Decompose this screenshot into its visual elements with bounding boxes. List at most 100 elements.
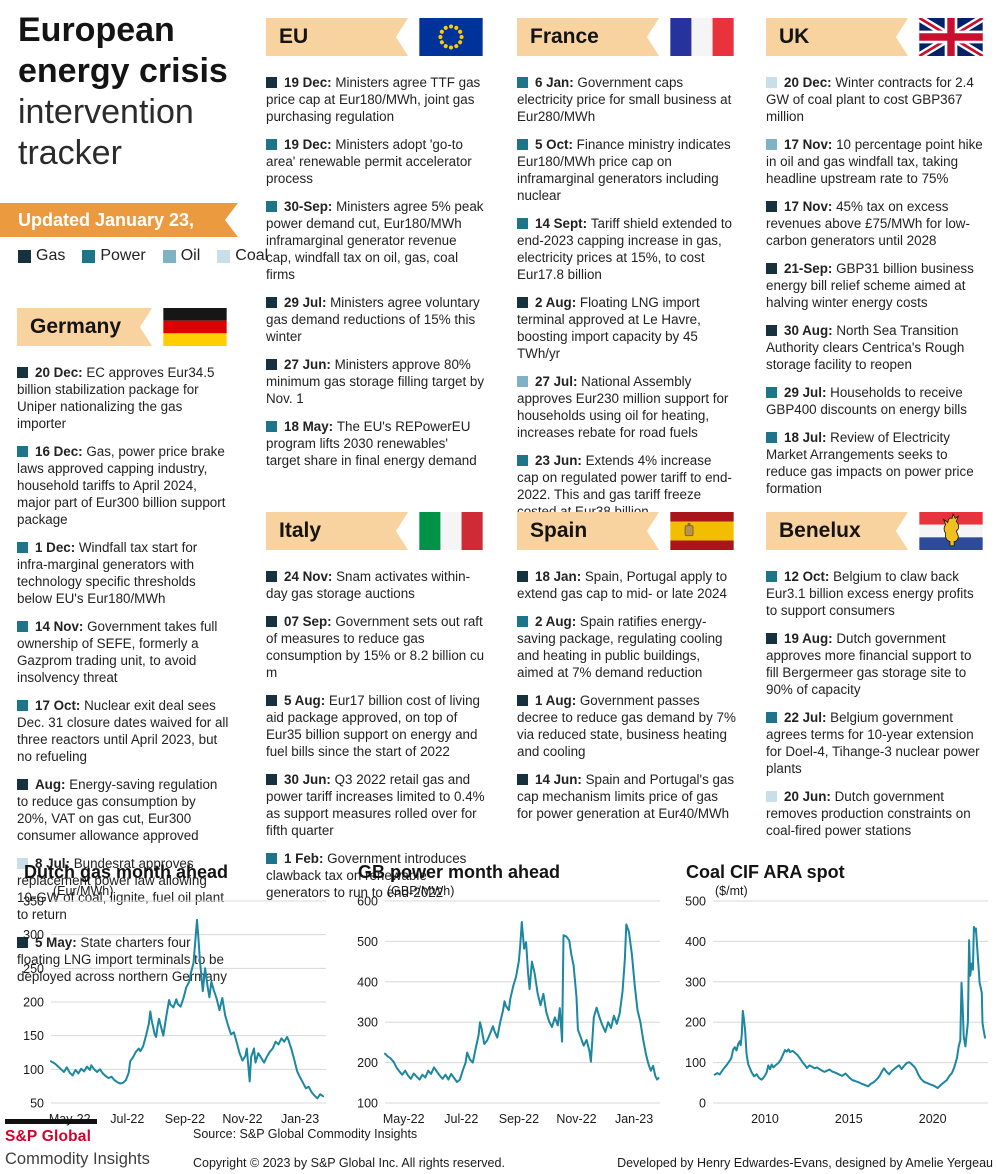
svg-text:(GBP/MWh): (GBP/MWh) [387,885,454,898]
coal-bullet-icon [766,791,777,802]
timeline-item: 6 Jan: Government caps electricity price… [517,75,732,124]
country-name: France [530,25,599,48]
updated-banner: Updated January 23, 2023 [0,203,238,237]
italy-flag-icon [419,512,483,550]
power-bullet-icon [517,455,528,466]
gas-swatch-icon [18,249,31,263]
timeline-item: 18 Jul: Review of Electricity Market Arr… [766,430,974,496]
svg-text:400: 400 [357,975,378,989]
timeline-item: 27 Jun: Ministers approve 80% minimum ga… [266,357,485,406]
uk-flag-icon [917,18,985,56]
coal-ara-chart-plot: 0 100 200 300 400 500 2010 2015 2020 ($/mt) [685,885,988,1126]
gas-bullet-icon [766,325,777,336]
chart-dutch-gas: Dutch gas month ahead 50 100 150 200 250 300 3… [14,862,332,1129]
svg-text:300: 300 [357,1016,378,1030]
sp-global-logo: S&P Global Commodity Insights [5,1119,150,1169]
country-banner: Germany [17,308,152,346]
section-spain: Spain 18 Jan: Spain, Portugal apply to e… [517,512,736,833]
section-italy: Italy 24 Nov: Snam activates within-day … [266,512,485,912]
timeline-item: 14 Sept: Tariff shield extended to end-2… [517,216,733,282]
svg-text:($/mt): ($/mt) [715,885,748,898]
svg-text:50: 50 [30,1097,44,1111]
germany-flag-icon [163,308,227,346]
timeline-spain: 18 Jan: Spain, Portugal apply to extend … [517,568,736,822]
legend-item-power: Power [82,247,146,265]
timeline-item: 27 Jul: National Assembly approves Eur23… [517,374,729,440]
legend-item-oil: Oil [162,247,200,265]
timeline-item: 19 Aug: Dutch government approves more f… [766,631,972,697]
timeline-item: 1 Dec: Windfall tax start for infra-marg… [17,540,198,606]
section-benelux: Benelux 12 Oct: Belgium to claw back Eur… [766,512,985,850]
gas-bullet-icon [517,297,528,308]
oil-bullet-icon [517,376,528,387]
timeline-item: 21-Sep: GBP31 billion business energy bi… [766,261,974,310]
timeline-item: 23 Jun: Extends 4% increase cap on regul… [517,453,732,519]
country-banner: UK [766,18,908,56]
spain-flag-icon [670,512,734,550]
timeline-item: 20 Dec: Winter contracts for 2.4 GW of c… [766,75,974,124]
country-banner: Italy [266,512,408,550]
timeline-item: 2 Aug: Spain ratifies energy-saving pack… [517,614,723,680]
gas-bullet-icon [17,779,28,790]
timeline-france: 6 Jan: Government caps electricity price… [517,74,736,520]
section-france: France 6 Jan: Government caps electricit… [517,18,736,531]
gas-bullet-icon [266,774,277,785]
svg-text:600: 600 [357,895,378,909]
country-name: Benelux [779,519,861,542]
chart-title: Coal CIF ARA spot [686,862,845,882]
svg-text:Jul-22: Jul-22 [444,1112,478,1126]
dutch-gas-chart-plot: 50100150200250300350May-22Jul-22Sep-22No… [23,885,326,1126]
gas-bullet-icon [517,774,528,785]
svg-text:200: 200 [357,1056,378,1070]
svg-text:100: 100 [357,1097,378,1111]
power-bullet-icon [266,421,277,432]
power-bullet-icon [17,700,28,711]
gas-bullet-icon [266,571,277,582]
timeline-item: 20 Dec: EC approves Eur34.5 billion stab… [17,365,215,431]
timeline-item: 20 Jun: Dutch government removes product… [766,789,971,838]
svg-text:Sep-22: Sep-22 [165,1112,205,1126]
logo-brand: S&P Global [5,1128,92,1145]
gas-bullet-icon [266,359,277,370]
logo-bar [5,1119,97,1124]
gas-bullet-icon [17,367,28,378]
legend-item-coal: Coal [217,247,268,265]
timeline-item: 17 Oct: Nuclear exit deal sees Dec. 31 c… [17,698,229,764]
timeline-item: 18 May: The EU's REPowerEU program lifts… [266,419,477,468]
svg-text:2020: 2020 [919,1112,947,1126]
svg-text:300: 300 [23,928,44,942]
timeline-item: 29 Jul: Ministers agree voluntary gas de… [266,295,480,344]
france-flag-icon [670,18,734,56]
timeline-item: 14 Jun: Spain and Portugal's gas cap mec… [517,772,735,821]
timeline-item: 16 Dec: Gas, power price brake laws appr… [17,444,226,527]
svg-text:400: 400 [685,935,706,949]
gas-bullet-icon [266,77,277,88]
svg-text:250: 250 [23,962,44,976]
svg-text:300: 300 [685,975,706,989]
svg-text:500: 500 [685,895,706,909]
power-bullet-icon [266,853,277,864]
timeline-benelux: 12 Oct: Belgium to claw back Eur3.1 bill… [766,568,985,839]
power-bullet-icon [766,432,777,443]
country-name: Italy [279,519,322,542]
power-bullet-icon [517,77,528,88]
timeline-item: 19 Dec: Ministers adopt 'go-to area' ren… [266,137,472,186]
power-bullet-icon [517,139,528,150]
svg-text:Jan-23: Jan-23 [281,1112,319,1126]
power-bullet-icon [266,201,277,212]
svg-text:350: 350 [23,895,44,909]
svg-text:May-22: May-22 [383,1112,425,1126]
gas-bullet-icon [266,616,277,627]
gas-bullet-icon [766,201,777,212]
timeline-item: 22 Jul: Belgium government agrees terms … [766,710,980,776]
gas-bullet-icon [766,633,777,644]
country-banner: Spain [517,512,659,550]
power-bullet-icon [517,616,528,627]
timeline-item: 5 Aug: Eur17 billion cost of living aid … [266,693,480,759]
timeline-item: 12 Oct: Belgium to claw back Eur3.1 bill… [766,569,974,618]
oil-swatch-icon [162,249,176,263]
svg-text:150: 150 [23,1029,44,1043]
section-uk: UK 20 Dec: Winter contracts for 2.4 GW o… [766,18,985,508]
country-banner: Benelux [766,512,908,550]
